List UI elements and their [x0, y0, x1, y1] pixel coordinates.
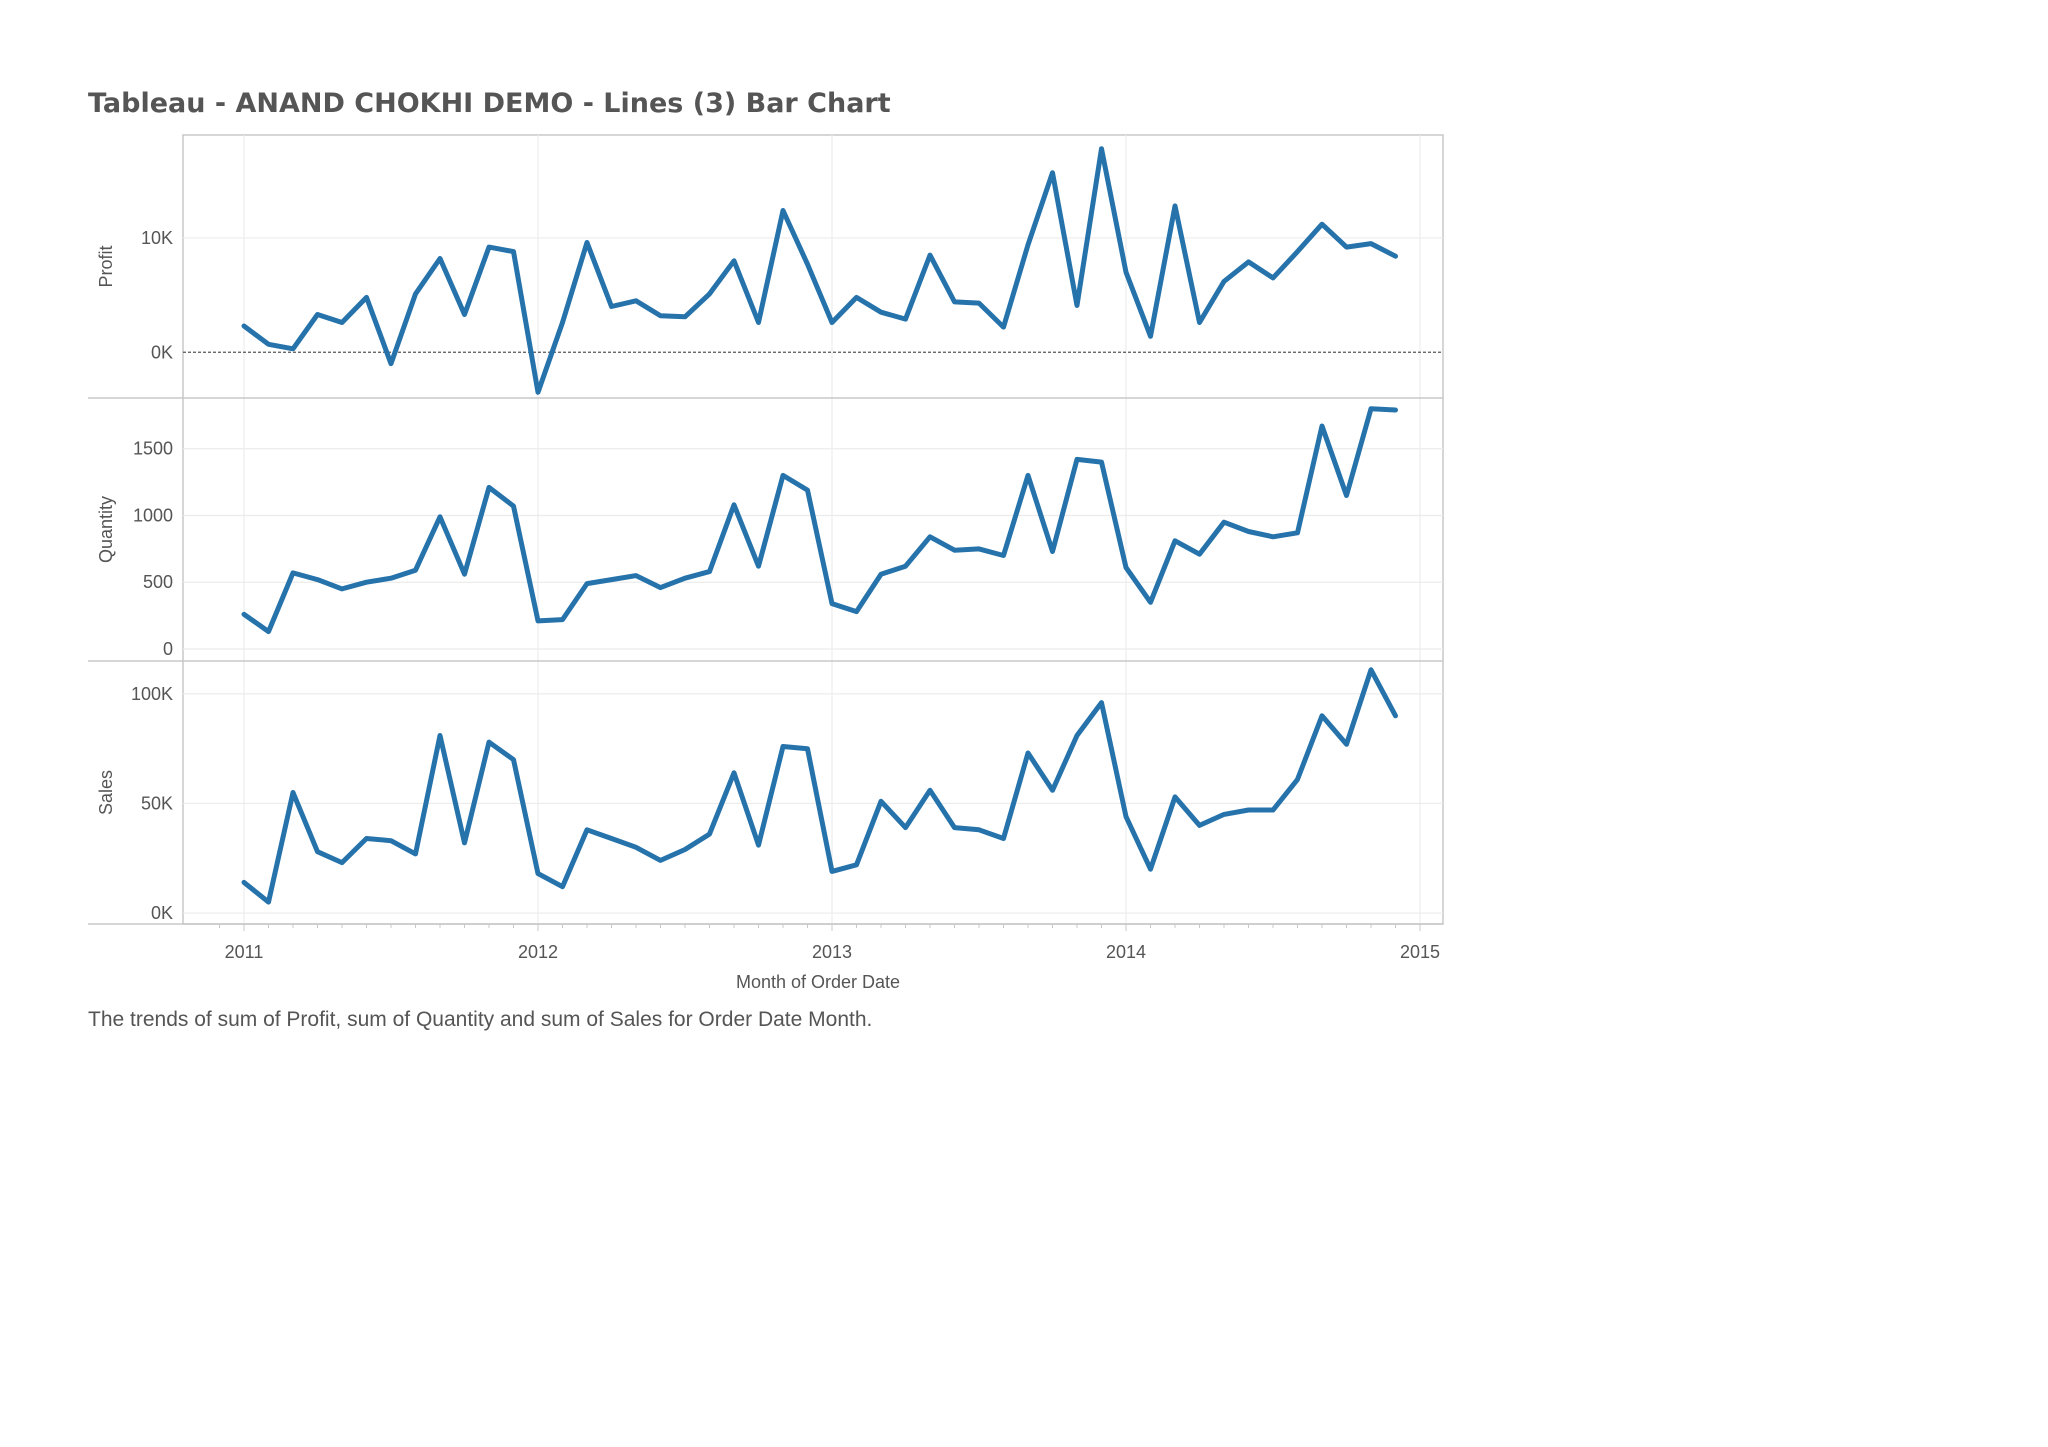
series-line-profit — [241, 146, 1398, 395]
y-tick-label: 50K — [141, 793, 173, 813]
chart-caption: The trends of sum of Profit, sum of Quan… — [88, 1008, 873, 1031]
y-axis-title-sales: Sales — [96, 770, 116, 815]
y-tick-label: 1000 — [133, 505, 173, 525]
x-tick-label: 2012 — [518, 942, 558, 962]
y-tick-label: 0K — [151, 903, 173, 923]
plot-frame — [182, 134, 1444, 925]
x-tick-label: 2015 — [1400, 942, 1440, 962]
x-tick-label: 2014 — [1106, 942, 1146, 962]
x-tick-label: 2011 — [225, 942, 264, 962]
series-line-sales — [241, 667, 1398, 905]
x-tick-label: 2013 — [812, 942, 852, 962]
x-axis-title: Month of Order Date — [736, 972, 900, 992]
y-axis-title-quantity: Quantity — [96, 496, 116, 563]
chart-title: Tableau - ANAND CHOKHI DEMO - Lines (3) … — [88, 88, 891, 119]
y-tick-label: 500 — [143, 572, 173, 592]
y-tick-label: 1500 — [133, 439, 173, 459]
y-tick-label: 0 — [163, 639, 173, 659]
y-axis-title-profit: Profit — [96, 245, 116, 287]
series-line-quantity — [241, 406, 1398, 635]
y-tick-label: 10K — [141, 228, 173, 248]
y-tick-label: 100K — [131, 684, 173, 704]
y-tick-label: 0K — [151, 342, 173, 362]
